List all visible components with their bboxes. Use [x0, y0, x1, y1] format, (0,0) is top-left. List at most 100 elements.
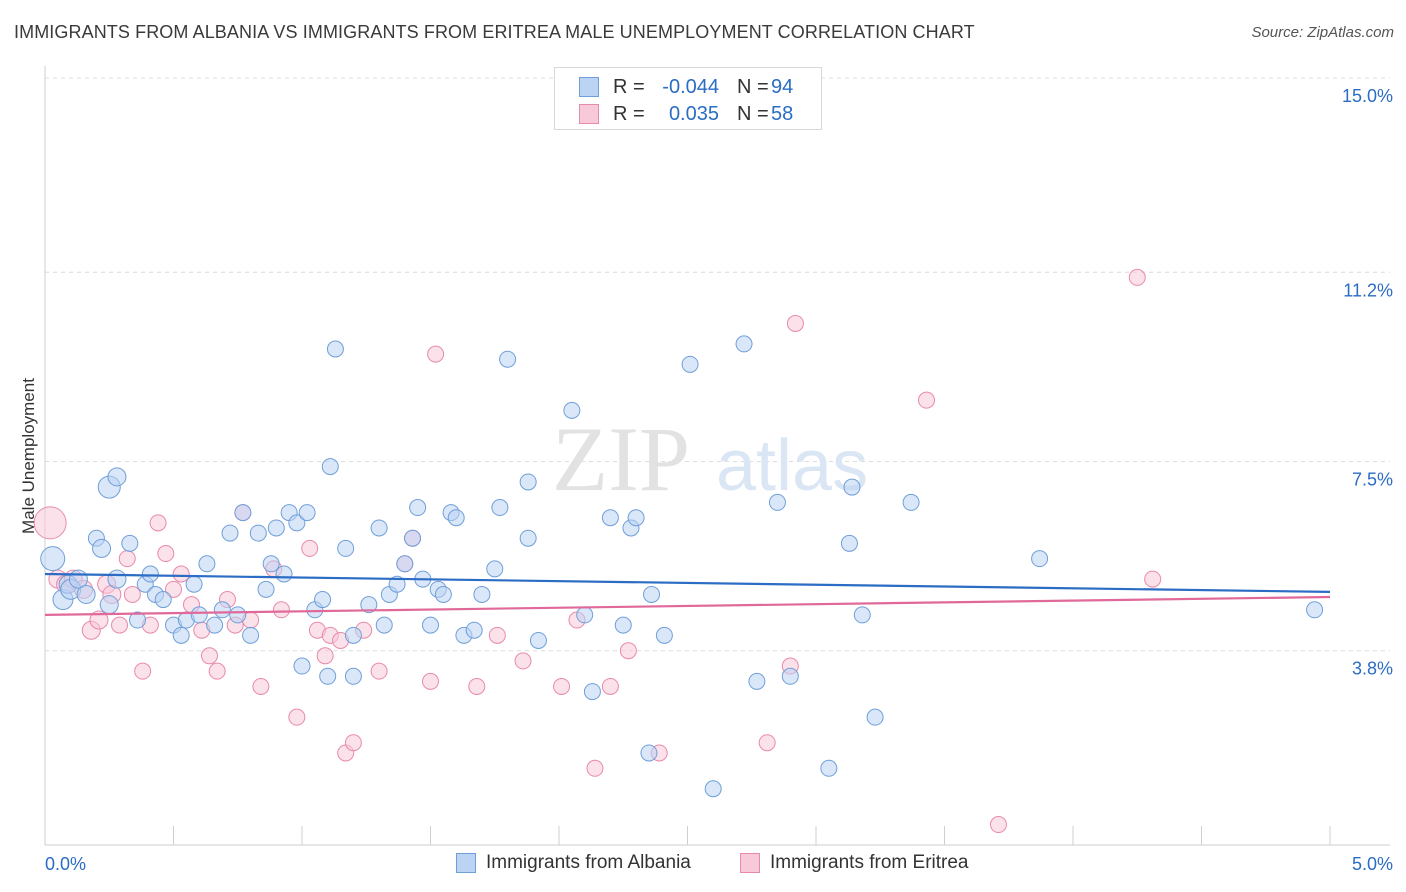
eritrea-swatch	[740, 853, 760, 873]
albania-point	[267, 519, 285, 537]
albania-trend-line	[44, 572, 1331, 593]
albania-point	[681, 355, 699, 373]
albania-point	[853, 606, 871, 624]
watermark-zip: ZIP	[552, 408, 690, 510]
y-tick-label: 11.2%	[1343, 280, 1393, 300]
eritrea-point	[149, 514, 167, 532]
n-label: N =	[737, 75, 769, 98]
legend-item-albania: Immigrants from Albania	[456, 852, 691, 874]
chart-title: IMMIGRANTS FROM ALBANIA VS IMMIGRANTS FR…	[14, 22, 975, 42]
albania-point	[704, 780, 722, 798]
eritrea-point	[208, 662, 226, 680]
albania-point	[185, 575, 203, 593]
albania-point	[465, 621, 483, 639]
albania-point	[344, 667, 362, 685]
albania-point	[902, 493, 920, 511]
albania-point	[1306, 601, 1324, 619]
eritrea-point	[1128, 268, 1146, 286]
albania-point	[768, 493, 786, 511]
albania-point	[529, 631, 547, 649]
x-tick-label: 5.0%	[1352, 854, 1393, 874]
eritrea-point	[514, 652, 532, 670]
albania-point	[640, 744, 658, 762]
albania-point	[388, 575, 406, 593]
eritrea-point	[288, 708, 306, 726]
albania-point	[1031, 550, 1049, 568]
tick-labels: 3.8% 7.5% 11.2% 15.0% 0.0% 5.0%	[45, 86, 1393, 874]
albania-point	[198, 555, 216, 573]
albania-point	[314, 591, 332, 609]
albania-point	[298, 504, 316, 522]
eritrea-point	[89, 610, 109, 630]
y-axis-label: Male Unemployment	[19, 378, 38, 534]
albania-point	[655, 626, 673, 644]
eritrea-point	[316, 647, 334, 665]
albania-point	[781, 667, 799, 685]
albania-point	[614, 616, 632, 634]
albania-point	[519, 529, 537, 547]
eritrea-trend-line	[44, 595, 1331, 616]
correlation-legend: R = -0.044 N = 94 R = 0.035 N = 58	[554, 67, 822, 130]
albania-point	[293, 657, 311, 675]
albania-swatch	[456, 853, 476, 873]
source-label: Source: ZipAtlas.com	[1251, 24, 1394, 41]
eritrea-point	[619, 642, 637, 660]
eritrea-point	[553, 677, 571, 695]
eritrea-swatch	[579, 104, 599, 124]
albania-point	[257, 580, 275, 598]
eritrea-point	[252, 677, 270, 695]
albania-point	[866, 708, 884, 726]
albania-point	[40, 546, 66, 572]
grid-lines	[45, 77, 1390, 652]
eritrea-point	[468, 677, 486, 695]
axes	[44, 66, 1390, 846]
eritrea-point	[918, 391, 936, 409]
eritrea-point	[111, 616, 129, 634]
albania-point	[129, 611, 147, 629]
n-value: 58	[771, 102, 794, 125]
albania-point	[601, 509, 619, 527]
albania-point	[486, 560, 504, 578]
eritrea-point	[123, 585, 141, 603]
albania-point	[107, 569, 127, 589]
trend-lines	[44, 572, 1331, 616]
albania-point	[154, 591, 172, 609]
y-tick-label: 15.0%	[1342, 86, 1393, 106]
albania-point	[370, 519, 388, 537]
r-label: R =	[613, 75, 645, 98]
eritrea-point	[344, 734, 362, 752]
albania-point	[275, 565, 293, 583]
x-tick-label: 0.0%	[45, 854, 86, 874]
albania-point	[262, 555, 280, 573]
albania-point	[249, 524, 267, 542]
eritrea-point	[786, 314, 804, 332]
eritrea-point	[601, 677, 619, 695]
albania-point	[422, 616, 439, 634]
albania-point	[434, 585, 452, 603]
y-tick-label: 3.8%	[1352, 659, 1393, 679]
albania-point	[229, 606, 247, 624]
eritrea-point	[301, 539, 319, 557]
albania-point	[242, 626, 260, 644]
eritrea-point	[427, 345, 445, 363]
albania-point	[344, 626, 362, 644]
legend-row-eritrea: R = 0.035 N = 58	[579, 101, 793, 127]
albania-point	[491, 499, 509, 517]
legend-label-albania: Immigrants from Albania	[486, 852, 691, 873]
albania-point	[321, 458, 339, 476]
eritrea-point	[758, 734, 776, 752]
albania-point	[172, 626, 190, 644]
albania-point	[213, 601, 231, 619]
albania-point	[843, 478, 861, 496]
albania-point	[92, 538, 112, 558]
albania-point	[499, 350, 517, 368]
r-value: -0.044	[662, 75, 719, 98]
eritrea-point	[422, 672, 439, 690]
albania-point	[375, 616, 393, 634]
r-value: 0.035	[668, 102, 719, 125]
albania-point	[141, 565, 159, 583]
eritrea-point	[118, 550, 136, 568]
eritrea-point	[172, 565, 190, 583]
albania-point	[99, 595, 119, 615]
albania-point	[326, 340, 344, 358]
